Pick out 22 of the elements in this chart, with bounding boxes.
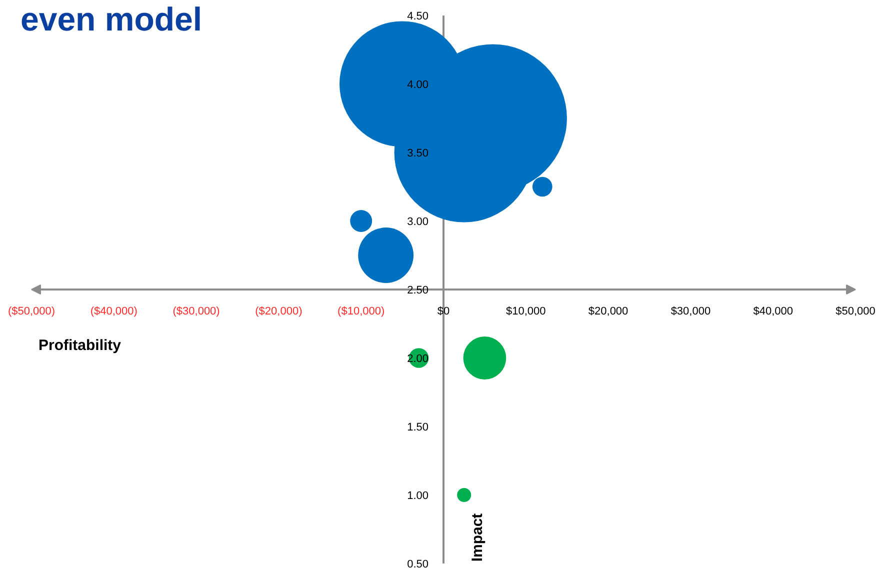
y-tick-label: 1.00 xyxy=(407,490,429,502)
x-tick-label: $50,000 xyxy=(836,306,876,318)
y-axis-title: Impact xyxy=(469,513,486,562)
x-tick-label: ($10,000) xyxy=(338,306,385,318)
x-axis-title: Profitability xyxy=(38,337,122,354)
x-tick-label: $40,000 xyxy=(753,306,793,318)
x-tick-label: $30,000 xyxy=(670,306,711,318)
y-tick-label: 4.50 xyxy=(407,10,429,22)
chart-title: even model xyxy=(20,0,202,38)
y-tick-label: 3.50 xyxy=(407,148,429,160)
y-tick-label: 2.50 xyxy=(407,284,429,296)
x-tick-label: ($40,000) xyxy=(90,306,138,318)
x-tick-label: $10,000 xyxy=(506,306,546,318)
x-tick-label: ($50,000) xyxy=(8,306,56,318)
x-tick-label: $20,000 xyxy=(588,306,628,318)
x-tick-label: ($20,000) xyxy=(255,306,302,318)
y-tick-label: 4.00 xyxy=(407,79,429,91)
y-tick-label: 0.50 xyxy=(407,558,429,570)
x-tick-label: $0 xyxy=(437,306,450,318)
x-tick-label: ($30,000) xyxy=(172,306,220,318)
y-tick-label: 1.50 xyxy=(407,422,429,434)
y-tick-label: 3.00 xyxy=(407,216,429,228)
